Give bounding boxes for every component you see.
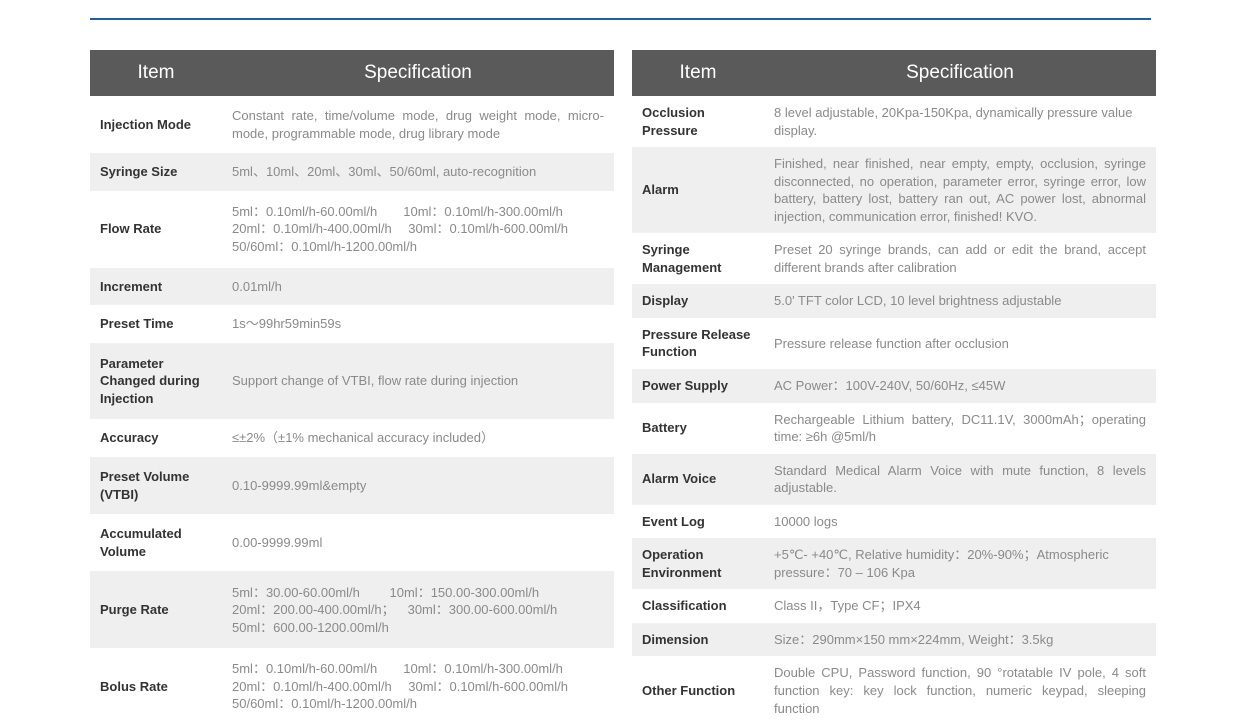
table-row: Preset Time1s～99hr59min59s	[90, 305, 614, 343]
spec-item-cell: Operation Environment	[632, 538, 764, 589]
table-row: Accumulated Volume0.00-9999.99ml	[90, 514, 614, 571]
spec-value-cell: Double CPU, Password function, 90 °rotat…	[764, 656, 1156, 725]
table-row: Pressure Release FunctionPressure releas…	[632, 318, 1156, 369]
spec-value-cell: 5ml：30.00-60.00ml/h 10ml：150.00-300.00ml…	[222, 571, 614, 648]
table-row: Other FunctionDouble CPU, Password funct…	[632, 656, 1156, 725]
spec-value-cell: Preset 20 syringe brands, can add or edi…	[764, 233, 1156, 284]
spec-value-cell: Support change of VTBI, flow rate during…	[222, 343, 614, 420]
spec-item-cell: Purge Rate	[90, 571, 222, 648]
header-spec: Specification	[222, 50, 614, 96]
spec-value-cell: 10000 logs	[764, 505, 1156, 539]
spec-item-cell: Parameter Changed during Injection	[90, 343, 222, 420]
table-header-row: Item Specification	[90, 50, 614, 96]
table-right-body: Occlusion Pressure8 level adjustable, 20…	[632, 96, 1156, 725]
spec-value-cell: 5ml：0.10ml/h-60.00ml/h 10ml：0.10ml/h-300…	[222, 648, 614, 725]
spec-value-cell: ≤±2%（±1% mechanical accuracy included）	[222, 419, 614, 457]
spec-item-cell: Alarm Voice	[632, 454, 764, 505]
table-row: AlarmFinished, near finished, near empty…	[632, 147, 1156, 233]
header-item: Item	[632, 50, 764, 96]
spec-item-cell: Pressure Release Function	[632, 318, 764, 369]
spec-item-cell: Syringe Management	[632, 233, 764, 284]
table-row: Operation Environment+5℃- +40℃, Relative…	[632, 538, 1156, 589]
spec-table-right: Item Specification Occlusion Pressure8 l…	[632, 50, 1156, 725]
table-header-row: Item Specification	[632, 50, 1156, 96]
spec-item-cell: Alarm	[632, 147, 764, 233]
spec-item-cell: Event Log	[632, 505, 764, 539]
table-row: Display5.0' TFT color LCD, 10 level brig…	[632, 284, 1156, 318]
table-row: Syringe Size5ml、10ml、20ml、30ml、50/60ml, …	[90, 153, 614, 191]
spec-item-cell: Other Function	[632, 656, 764, 725]
table-row: Injection ModeConstant rate, time/volume…	[90, 96, 614, 153]
spec-value-cell: Size：290mm×150 mm×224mm, Weight：3.5kg	[764, 623, 1156, 657]
spec-sheet-page: Item Specification Injection ModeConstan…	[0, 18, 1241, 725]
spec-value-cell: 0.00-9999.99ml	[222, 514, 614, 571]
table-row: Increment0.01ml/h	[90, 268, 614, 306]
table-row: Syringe ManagementPreset 20 syringe bran…	[632, 233, 1156, 284]
spec-item-cell: Classification	[632, 589, 764, 623]
spec-value-cell: 5ml：0.10ml/h-60.00ml/h 10ml：0.10ml/h-300…	[222, 191, 614, 268]
table-row: Purge Rate5ml：30.00-60.00ml/h 10ml：150.0…	[90, 571, 614, 648]
spec-value-cell: Finished, near finished, near empty, emp…	[764, 147, 1156, 233]
table-row: Bolus Rate5ml：0.10ml/h-60.00ml/h 10ml：0.…	[90, 648, 614, 725]
spec-item-cell: Dimension	[632, 623, 764, 657]
spec-value-cell: 1s～99hr59min59s	[222, 305, 614, 343]
spec-value-cell: +5℃- +40℃, Relative humidity：20%-90%；Atm…	[764, 538, 1156, 589]
table-row: Preset Volume (VTBI)0.10-9999.99ml&empty	[90, 457, 614, 514]
spec-item-cell: Increment	[90, 268, 222, 306]
spec-value-cell: 0.01ml/h	[222, 268, 614, 306]
spec-table-left: Item Specification Injection ModeConstan…	[90, 50, 614, 725]
table-row: Alarm VoiceStandard Medical Alarm Voice …	[632, 454, 1156, 505]
spec-item-cell: Bolus Rate	[90, 648, 222, 725]
spec-item-cell: Occlusion Pressure	[632, 96, 764, 147]
table-row: Parameter Changed during InjectionSuppor…	[90, 343, 614, 420]
table-row: DimensionSize：290mm×150 mm×224mm, Weight…	[632, 623, 1156, 657]
spec-value-cell: 5ml、10ml、20ml、30ml、50/60ml, auto-recogni…	[222, 153, 614, 191]
spec-item-cell: Power Supply	[632, 369, 764, 403]
spec-item-cell: Accuracy	[90, 419, 222, 457]
spec-value-cell: 8 level adjustable, 20Kpa-150Kpa, dynami…	[764, 96, 1156, 147]
spec-item-cell: Display	[632, 284, 764, 318]
table-row: Accuracy≤±2%（±1% mechanical accuracy inc…	[90, 419, 614, 457]
spec-value-cell: Pressure release function after occlusio…	[764, 318, 1156, 369]
header-item: Item	[90, 50, 222, 96]
spec-item-cell: Preset Time	[90, 305, 222, 343]
spec-value-cell: 5.0' TFT color LCD, 10 level brightness …	[764, 284, 1156, 318]
header-spec: Specification	[764, 50, 1156, 96]
spec-value-cell: Class II，Type CF；IPX4	[764, 589, 1156, 623]
table-row: BatteryRechargeable Lithium battery, DC1…	[632, 403, 1156, 454]
spec-item-cell: Syringe Size	[90, 153, 222, 191]
spec-value-cell: Rechargeable Lithium battery, DC11.1V, 3…	[764, 403, 1156, 454]
spec-value-cell: Constant rate, time/volume mode, drug we…	[222, 96, 614, 153]
spec-value-cell: AC Power：100V-240V, 50/60Hz, ≤45W	[764, 369, 1156, 403]
spec-item-cell: Battery	[632, 403, 764, 454]
spec-value-cell: Standard Medical Alarm Voice with mute f…	[764, 454, 1156, 505]
spec-item-cell: Preset Volume (VTBI)	[90, 457, 222, 514]
spec-item-cell: Injection Mode	[90, 96, 222, 153]
table-row: Flow Rate5ml：0.10ml/h-60.00ml/h 10ml：0.1…	[90, 191, 614, 268]
top-divider-rule	[90, 18, 1151, 20]
spec-item-cell: Flow Rate	[90, 191, 222, 268]
spec-value-cell: 0.10-9999.99ml&empty	[222, 457, 614, 514]
table-row: Event Log10000 logs	[632, 505, 1156, 539]
spec-tables-container: Item Specification Injection ModeConstan…	[90, 50, 1151, 725]
table-row: Power SupplyAC Power：100V-240V, 50/60Hz,…	[632, 369, 1156, 403]
table-row: ClassificationClass II，Type CF；IPX4	[632, 589, 1156, 623]
table-row: Occlusion Pressure8 level adjustable, 20…	[632, 96, 1156, 147]
table-left-body: Injection ModeConstant rate, time/volume…	[90, 96, 614, 725]
spec-item-cell: Accumulated Volume	[90, 514, 222, 571]
